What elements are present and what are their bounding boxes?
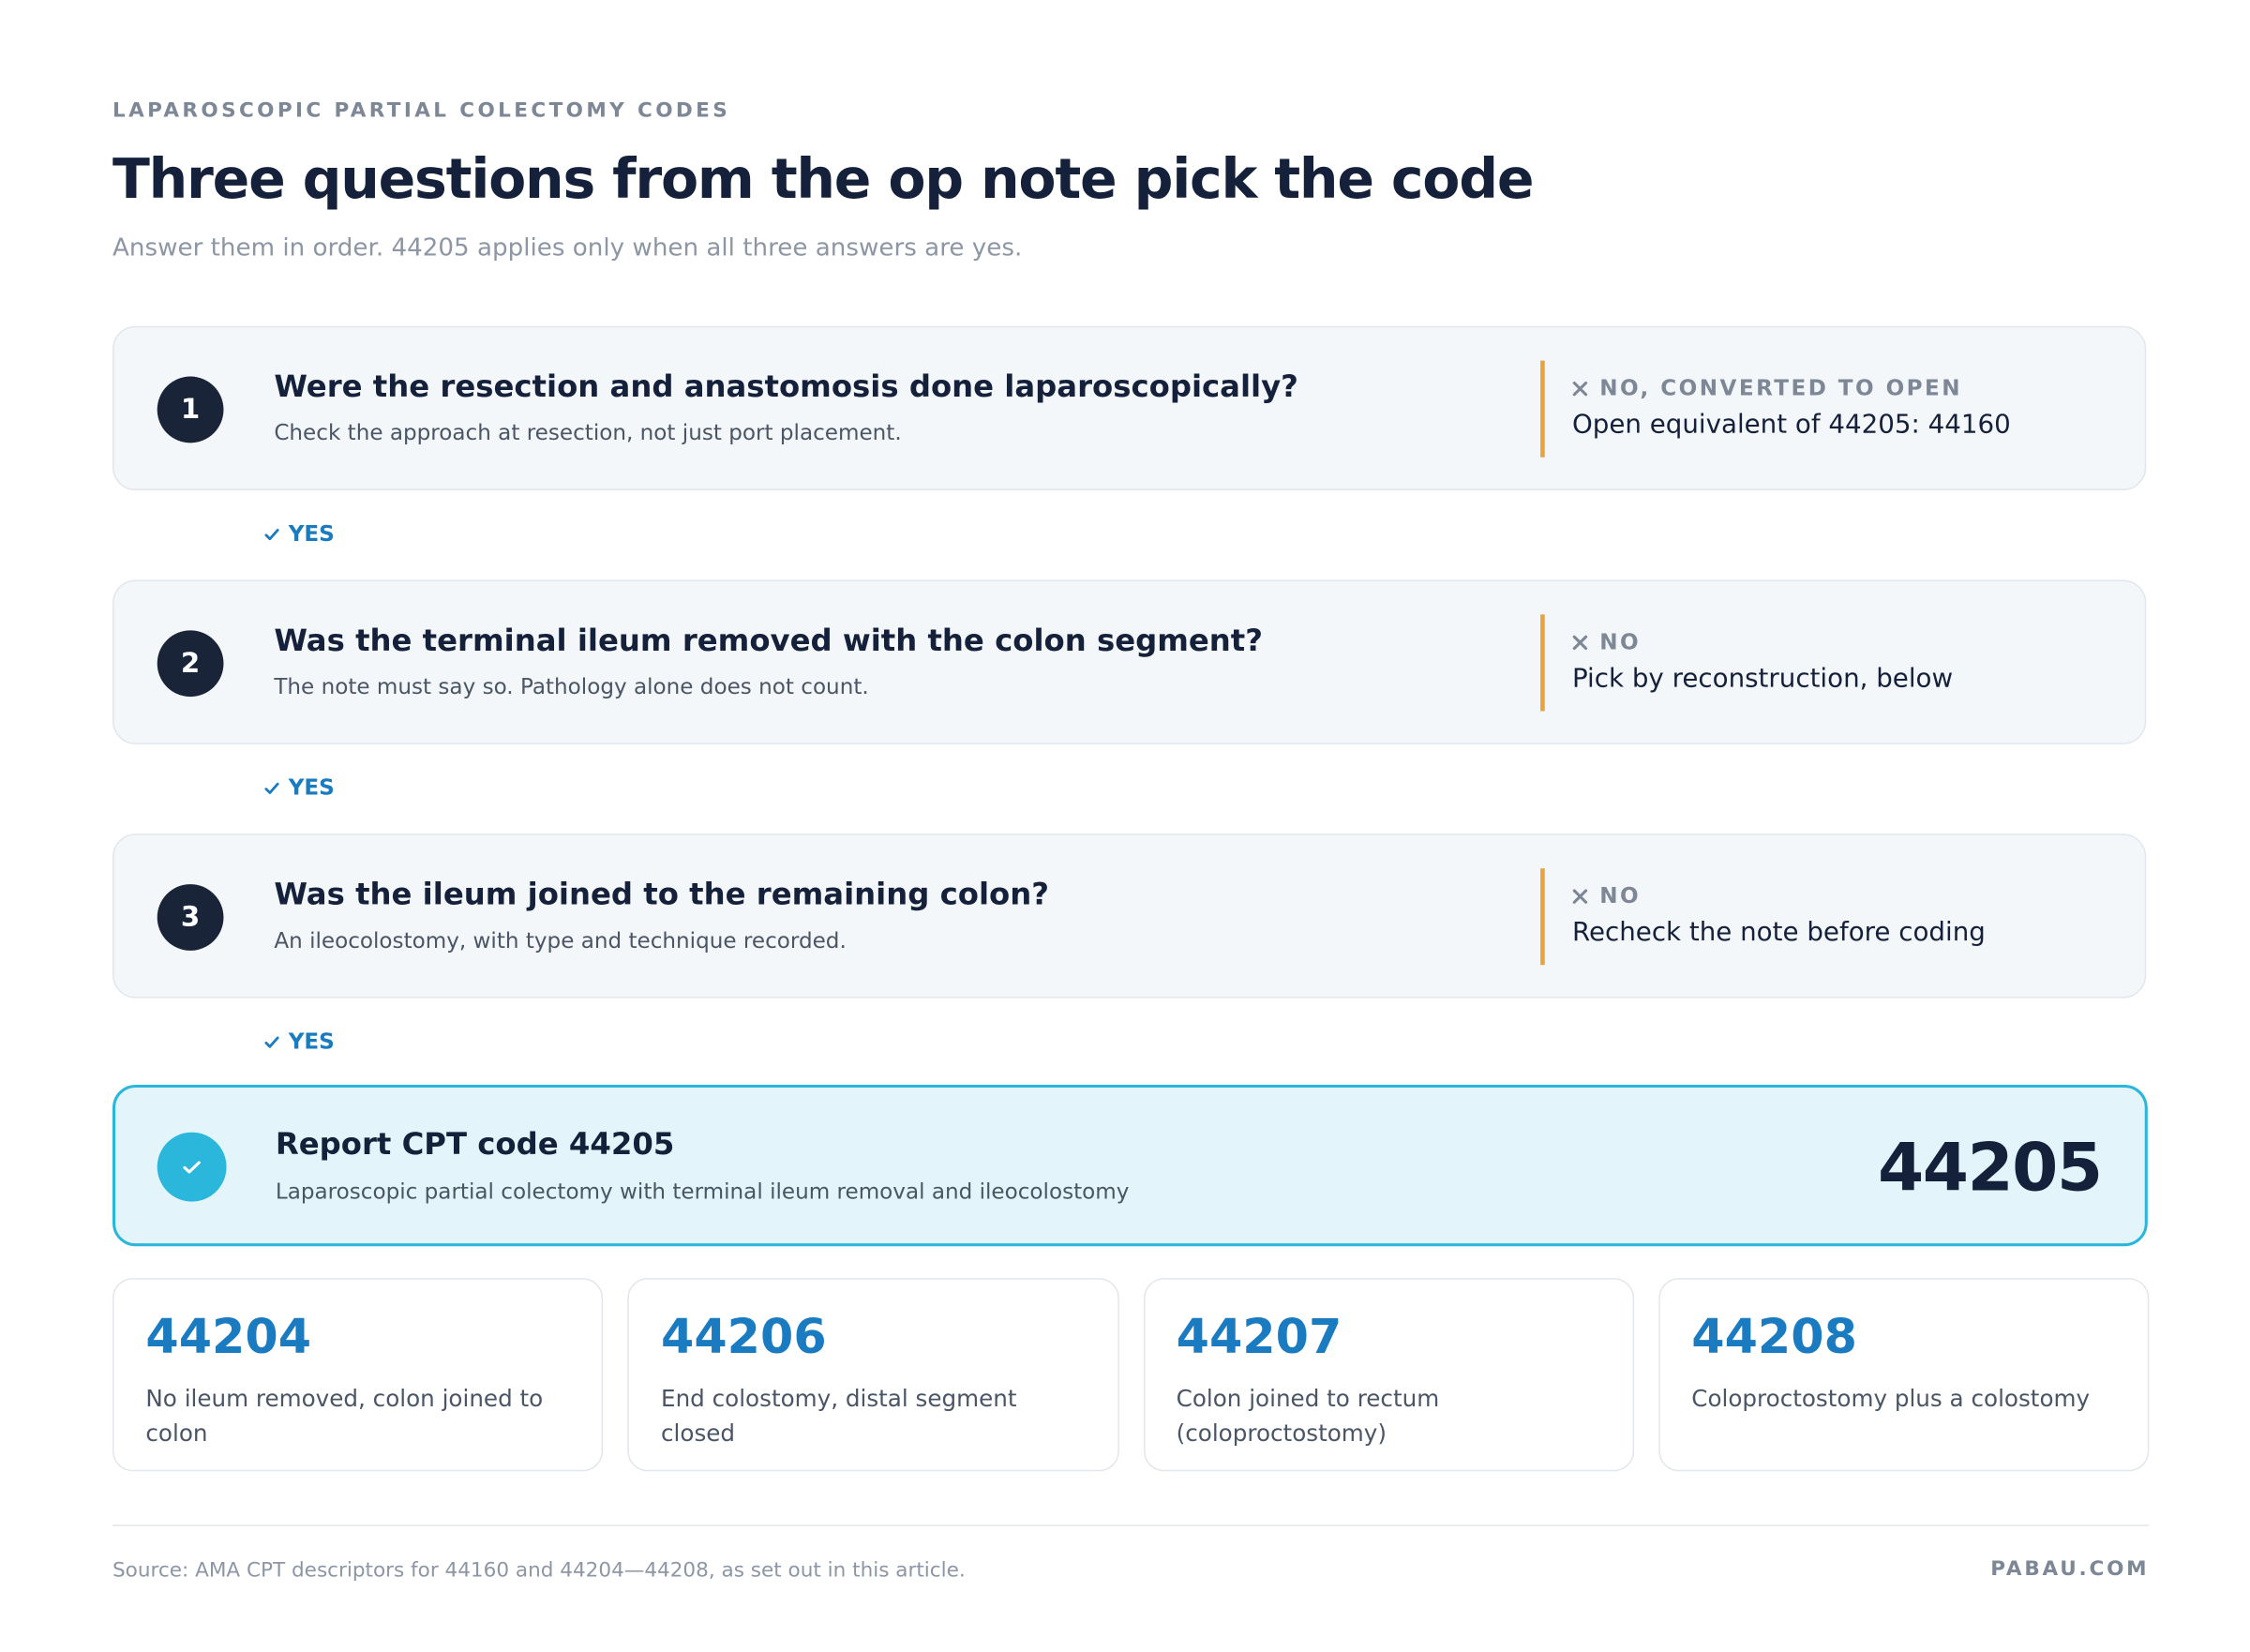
step-number-text: 3 — [180, 901, 201, 934]
no-outcome: Open equivalent of 44205: 44160 — [1572, 410, 2011, 440]
yes-icon — [264, 1035, 279, 1047]
check-icon — [157, 1132, 227, 1202]
alternative-card: 44206 End colostomy, distal segment close… — [627, 1278, 1119, 1472]
question-hint: Check the approach at resection, not jus… — [274, 420, 901, 446]
x-icon — [1572, 634, 1588, 650]
yes-icon — [264, 528, 279, 540]
alternative-code: 44208 — [1691, 1308, 2116, 1364]
brand: PABAU.COM — [1990, 1557, 2150, 1582]
alternative-code-text: 44204 — [145, 1308, 312, 1365]
no-outcome-text: Open equivalent of 44205: 44160 — [1571, 409, 2011, 441]
alternative-code-text: 44207 — [1176, 1308, 1342, 1365]
step-number-text: 2 — [180, 647, 201, 680]
question-hint-text: The note must say so. Pathology alone do… — [274, 673, 869, 700]
alternative-code-text: 44206 — [661, 1308, 827, 1365]
check-mark — [183, 1161, 201, 1174]
no-label-text: NO — [1599, 628, 1642, 655]
no-outcome: Pick by reconstruction, below — [1572, 664, 1953, 694]
no-branch: NO Pick by reconstruction, below — [1540, 614, 1953, 712]
question-text: Were the resection and anastomosis done … — [274, 368, 1298, 404]
question-card: 2 Was the terminal ileum removed with the… — [112, 579, 2147, 744]
step-number: 3 — [157, 884, 224, 951]
yes-label-text: YES — [288, 1028, 335, 1055]
alternative-description-text: End colostomy, distal segment closed — [661, 1384, 1017, 1448]
alternative-description: No ileum removed, colon joined to colon — [145, 1382, 570, 1451]
question-hint: The note must say so. Pathology alone do… — [274, 673, 868, 699]
no-label-text: NO, CONVERTED TO OPEN — [1599, 375, 1963, 401]
eyebrow: LAPAROSCOPIC PARTIAL COLECTOMY CODES — [112, 99, 731, 123]
alternative-code: 44206 — [661, 1308, 1086, 1364]
no-label: NO, CONVERTED TO OPEN — [1572, 375, 2011, 401]
alternative-code: 44207 — [1177, 1308, 1601, 1364]
alternative-description: End colostomy, distal segment closed — [661, 1382, 1086, 1451]
alternative-description-text: No ileum removed, colon joined to colon — [145, 1384, 544, 1448]
no-branch: NO Recheck the note before coding — [1540, 868, 1986, 966]
no-branch: NO, CONVERTED TO OPEN Open equivalent of … — [1540, 360, 2011, 458]
question-text: Was the ileum joined to the remaining co… — [274, 877, 1049, 912]
yes-label: YES — [264, 1029, 335, 1055]
question-text: Was the terminal ileum removed with the … — [274, 623, 1264, 658]
yes-label: YES — [264, 520, 335, 547]
alternative-card: 44207 Colon joined to rectum (coloproctos… — [1143, 1278, 1634, 1472]
alternative-card: 44208 Coloproctostomy plus a colostomy — [1658, 1278, 2150, 1472]
question-card: 1 Were the resection and anastomosis done… — [112, 325, 2147, 491]
no-label: NO — [1572, 628, 1953, 655]
question: Were the resection and anastomosis done … — [274, 369, 1298, 404]
alternative-description: Coloproctostomy plus a colostomy — [1691, 1382, 2116, 1417]
question: Was the terminal ileum removed with the … — [274, 623, 1263, 658]
yes-label-text: YES — [288, 520, 335, 548]
result-description: Laparoscopic partial colectomy with term… — [275, 1178, 1130, 1205]
alternative-code-text: 44208 — [1691, 1308, 1857, 1365]
yes-label-text: YES — [288, 774, 335, 801]
alternative-description-text: Coloproctostomy plus a colostomy — [1691, 1384, 2091, 1413]
alternative-code: 44204 — [145, 1308, 570, 1364]
x-icon — [1572, 888, 1588, 904]
result-code: 44205 — [1878, 1128, 2103, 1207]
divider — [112, 1524, 2150, 1526]
question-hint-text: An ileocolostomy, with type and techniqu… — [274, 927, 847, 954]
step-number: 2 — [157, 630, 224, 698]
yes-icon — [264, 782, 279, 794]
no-outcome-text: Pick by reconstruction, below — [1571, 663, 1954, 695]
no-label: NO — [1572, 883, 1986, 909]
alternatives: 44204 No ileum removed, colon joined to c… — [112, 1278, 2150, 1472]
question: Was the ileum joined to the remaining co… — [274, 877, 1049, 911]
result-card: Report CPT code 44205 Laparoscopic parti… — [112, 1084, 2148, 1247]
no-outcome-text: Recheck the note before coding — [1571, 917, 1986, 948]
source: Source: AMA CPT descriptors for 44160 an… — [112, 1559, 966, 1583]
question-hint-text: Check the approach at resection, not jus… — [274, 419, 902, 446]
subtitle: Answer them in order. 44205 applies only… — [112, 233, 1023, 263]
alternative-description-text: Colon joined to rectum (coloproctostomy) — [1176, 1384, 1440, 1448]
question-card: 3 Was the ileum joined to the remaining c… — [112, 834, 2147, 999]
step-number: 1 — [157, 376, 224, 443]
question-hint: An ileocolostomy, with type and techniqu… — [274, 927, 846, 954]
alternative-card: 44204 No ileum removed, colon joined to c… — [112, 1278, 604, 1472]
title: Three questions from the op note pick th… — [112, 146, 1535, 211]
result-title: Report CPT code 44205 — [275, 1126, 675, 1162]
no-outcome: Recheck the note before coding — [1572, 917, 1986, 947]
yes-label: YES — [264, 774, 335, 801]
step-number-text: 1 — [180, 394, 201, 426]
alternative-description: Colon joined to rectum (coloproctostomy) — [1177, 1382, 1601, 1451]
x-icon — [1572, 381, 1588, 396]
no-label-text: NO — [1599, 882, 1642, 909]
